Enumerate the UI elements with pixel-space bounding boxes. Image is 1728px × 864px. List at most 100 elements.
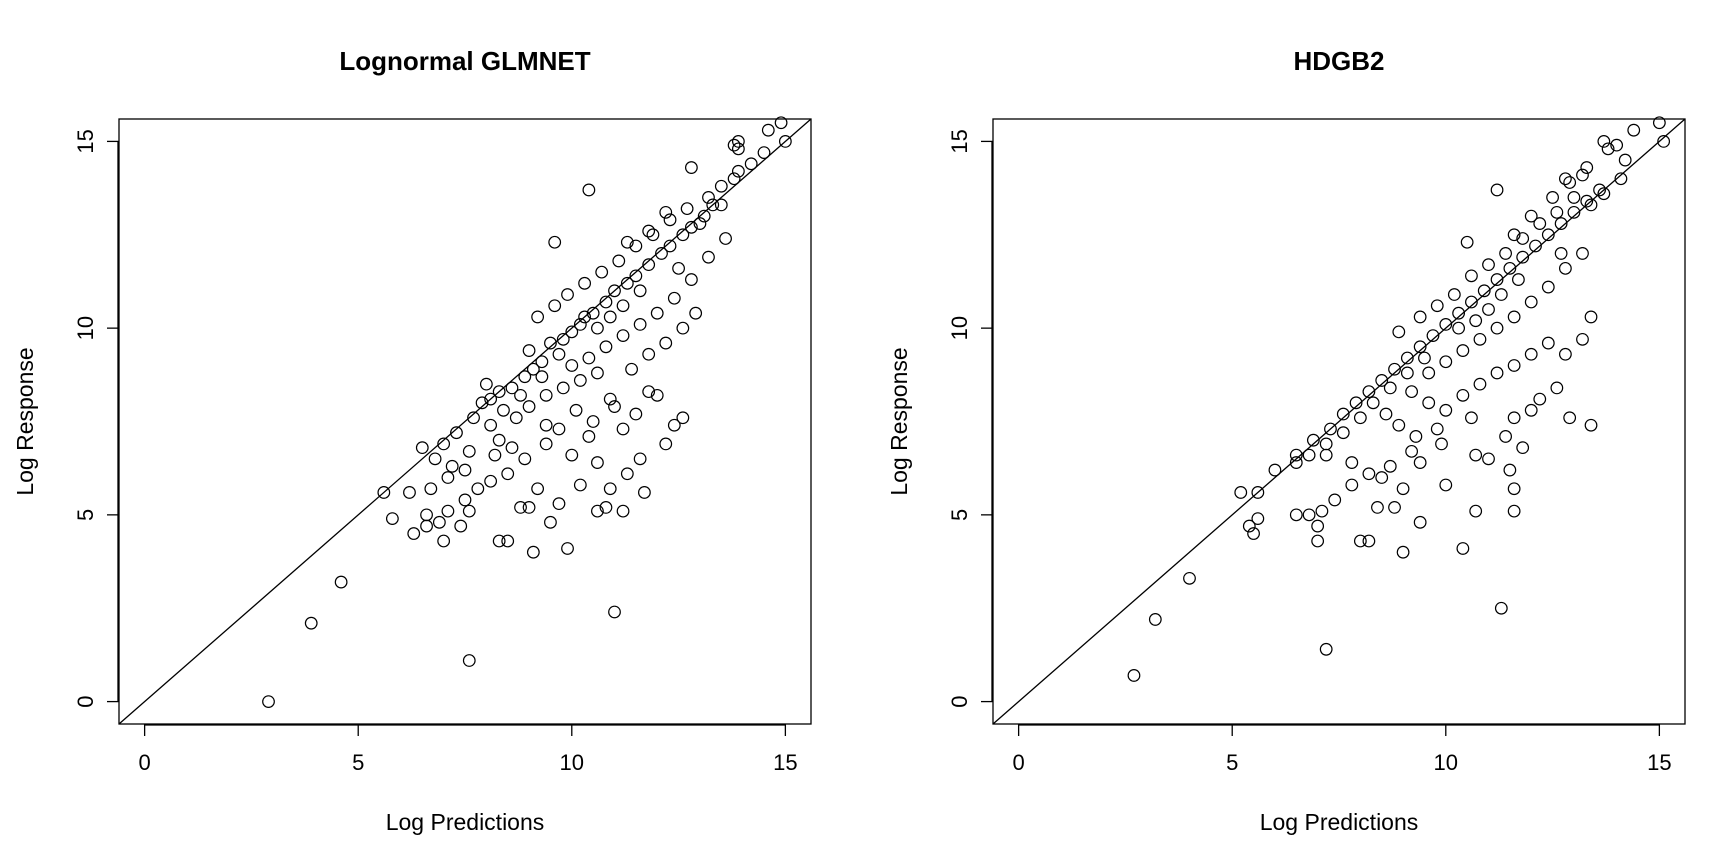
data-point (684, 220, 698, 234)
data-point (591, 504, 604, 518)
data-point (1541, 280, 1555, 294)
data-point (544, 515, 557, 529)
data-point (676, 228, 690, 242)
data-point (1409, 430, 1423, 443)
data-point (1494, 288, 1508, 301)
data-point (1375, 471, 1389, 484)
data-point (603, 482, 617, 496)
data-point (1234, 486, 1248, 499)
data-point (620, 235, 634, 249)
data-point (642, 258, 656, 272)
data-point (650, 388, 664, 402)
data-point (638, 486, 651, 499)
data-point (676, 411, 690, 425)
data-point (1379, 407, 1393, 421)
data-point (484, 474, 498, 488)
data-point (1507, 411, 1521, 425)
data-point (731, 164, 745, 178)
data-point (535, 370, 549, 384)
data-point (544, 336, 557, 350)
data-point (620, 467, 634, 481)
data-point (1465, 269, 1478, 283)
reference-line (118, 118, 812, 725)
data-point (1183, 571, 1196, 585)
data-point (1306, 433, 1320, 447)
data-point (629, 407, 643, 421)
scatter-panel-2: HDGB2 0 5 10 15 0 5 10 15 Log Predictions Log Resp… (886, 46, 1686, 835)
data-point (1580, 161, 1594, 174)
data-point (1465, 295, 1478, 309)
data-point (1627, 123, 1641, 137)
data-point (1371, 500, 1384, 514)
data-point (407, 527, 421, 540)
data-point (1597, 187, 1611, 201)
data-point (1388, 500, 1401, 514)
data-point (650, 306, 664, 320)
data-point (1456, 388, 1470, 402)
data-point (616, 504, 630, 518)
x-tick-label: 15 (773, 750, 797, 775)
data-point (714, 179, 728, 193)
data-point (659, 336, 673, 350)
data-point (1311, 519, 1325, 533)
data-point (475, 396, 489, 410)
data-point (642, 347, 656, 361)
scatter-panel-1: Lognormal GLMNET 0 5 10 15 0 5 10 15 Log Predicti… (12, 46, 812, 835)
data-point (676, 321, 690, 335)
data-point (1302, 508, 1316, 522)
scatter-points (262, 116, 792, 708)
data-point (1482, 258, 1495, 272)
data-point (714, 198, 728, 212)
data-point (1242, 519, 1256, 533)
data-point (552, 497, 566, 511)
data-point (1546, 191, 1559, 204)
data-point (1400, 366, 1414, 380)
data-point (633, 452, 647, 466)
data-point (586, 415, 600, 428)
data-point (304, 616, 318, 630)
data-point (565, 448, 579, 462)
plot-frame (118, 118, 812, 725)
data-point (591, 456, 604, 469)
data-point (1584, 418, 1598, 432)
data-point (505, 441, 519, 455)
data-point (591, 321, 604, 335)
data-point (616, 422, 630, 436)
data-point (1345, 456, 1359, 469)
data-point (573, 478, 587, 492)
data-point (501, 534, 515, 548)
data-point (582, 351, 596, 365)
data-point (1388, 362, 1401, 376)
data-point (1392, 418, 1406, 432)
data-point (1558, 261, 1572, 275)
data-point (599, 295, 613, 309)
x-tick-label: 5 (352, 750, 364, 775)
data-point (629, 269, 643, 283)
data-point (539, 388, 553, 402)
data-point (445, 459, 459, 473)
y-axis-label: Log Response (12, 347, 38, 495)
data-point (1490, 366, 1504, 380)
data-point (659, 205, 673, 219)
data-point (608, 605, 621, 619)
data-point (450, 426, 463, 440)
data-point (531, 482, 545, 496)
y-tick-label: 5 (73, 509, 98, 521)
y-tick-label: 5 (947, 509, 972, 521)
data-point (1452, 306, 1466, 320)
data-point (420, 519, 433, 533)
data-point (1554, 247, 1568, 260)
x-tick-label: 15 (1647, 750, 1671, 775)
data-point (518, 452, 532, 466)
y-tick-label: 0 (947, 695, 972, 707)
x-axis-label: Log Predictions (386, 809, 545, 835)
data-point (1289, 448, 1303, 462)
data-point (518, 370, 532, 384)
data-point (441, 504, 455, 518)
data-point (1614, 172, 1628, 186)
y-axis-label: Log Response (886, 347, 912, 495)
data-point (1507, 310, 1521, 324)
data-point (569, 403, 583, 417)
data-point (1289, 508, 1303, 522)
data-point (1345, 478, 1359, 492)
